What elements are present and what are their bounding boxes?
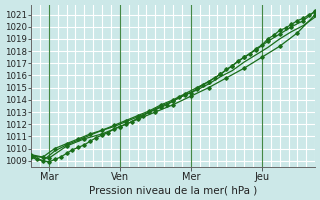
X-axis label: Pression niveau de la mer( hPa ): Pression niveau de la mer( hPa ) xyxy=(89,185,257,195)
